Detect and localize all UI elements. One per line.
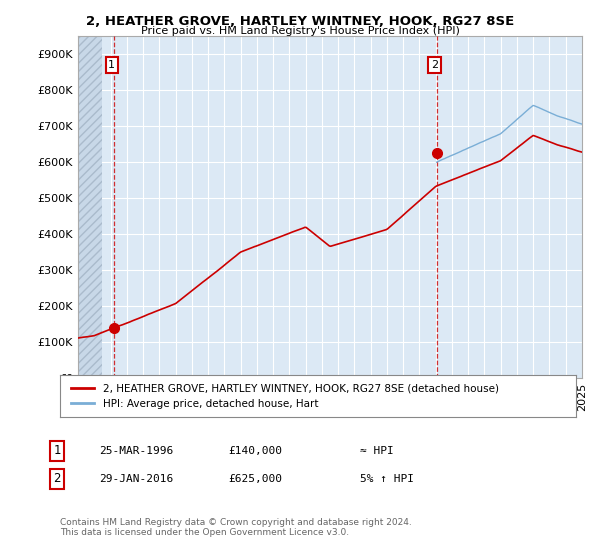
Text: £140,000: £140,000: [228, 446, 282, 456]
Text: 29-JAN-2016: 29-JAN-2016: [99, 474, 173, 484]
Bar: [78, 36, 103, 378]
Text: 2: 2: [53, 472, 61, 486]
Legend: 2, HEATHER GROVE, HARTLEY WINTNEY, HOOK, RG27 8SE (detached house), HPI: Average: 2, HEATHER GROVE, HARTLEY WINTNEY, HOOK,…: [65, 377, 505, 415]
Text: 2, HEATHER GROVE, HARTLEY WINTNEY, HOOK, RG27 8SE: 2, HEATHER GROVE, HARTLEY WINTNEY, HOOK,…: [86, 15, 514, 27]
Text: 2: 2: [431, 60, 438, 70]
Text: £625,000: £625,000: [228, 474, 282, 484]
Text: 25-MAR-1996: 25-MAR-1996: [99, 446, 173, 456]
Text: Price paid vs. HM Land Registry's House Price Index (HPI): Price paid vs. HM Land Registry's House …: [140, 26, 460, 36]
Text: 1: 1: [109, 60, 115, 70]
Text: Contains HM Land Registry data © Crown copyright and database right 2024.
This d: Contains HM Land Registry data © Crown c…: [60, 518, 412, 538]
Text: 1: 1: [53, 444, 61, 458]
Text: 5% ↑ HPI: 5% ↑ HPI: [360, 474, 414, 484]
Text: ≈ HPI: ≈ HPI: [360, 446, 394, 456]
